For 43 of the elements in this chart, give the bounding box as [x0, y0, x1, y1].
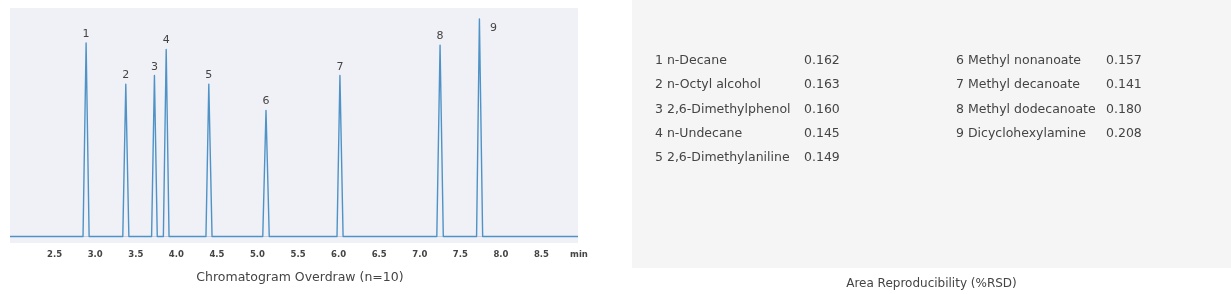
annotation: 5	[205, 68, 213, 82]
text: 0.149	[804, 149, 840, 165]
text: 8 Methyl dodecanoate	[956, 100, 1096, 116]
annotation: 2	[122, 68, 130, 82]
text: 4 n-Undecane	[655, 124, 743, 140]
x-tick-label: 6.5	[371, 249, 387, 259]
text: 0.157	[1106, 52, 1142, 67]
x-tick-label: 5.5	[290, 249, 306, 259]
x-tick-label: 6.0	[331, 249, 347, 259]
text: 1 n-Decane	[655, 52, 728, 67]
text: 7 Methyl decanoate	[956, 76, 1081, 92]
x-tick-label: 4.0	[168, 249, 184, 259]
x-tick-label: 5.0	[249, 249, 266, 259]
text: Area Reproducibility (%RSD)	[846, 276, 1017, 290]
x-tick-label: 7.0	[412, 249, 428, 259]
x-tick-label: 3.5	[128, 249, 144, 259]
annotation: 8	[436, 29, 444, 43]
text: 9 Dicyclohexylamine	[956, 124, 1087, 140]
x-axis-title: min	[570, 249, 588, 259]
annotation: 3	[150, 59, 158, 73]
annotation: 6	[262, 94, 270, 108]
text: 0.208	[1106, 124, 1142, 140]
text: 0.162	[804, 52, 840, 67]
text: 6 Methyl nonanoate	[956, 52, 1082, 67]
text: 0.180	[1106, 100, 1142, 116]
annotation: 1	[82, 26, 90, 40]
x-tick-label: 4.5	[209, 249, 225, 259]
x-tick-label: 8.5	[533, 249, 550, 259]
text: 2 n-Octyl alcohol	[655, 76, 761, 92]
text: 0.141	[1106, 76, 1142, 92]
text: 0.160	[804, 100, 840, 116]
annotation: 4	[162, 33, 170, 47]
annotation: 7	[336, 59, 344, 73]
x-tick-label: 7.5	[452, 249, 468, 259]
text: 5 2,6-Dimethylaniline	[655, 149, 790, 165]
text: 3 2,6-Dimethylphenol	[655, 100, 791, 116]
text: 0.145	[804, 124, 840, 140]
x-tick-label: 8.0	[493, 249, 509, 259]
x-tick-label: 3.0	[87, 249, 103, 259]
text: Chromatogram Overdraw (n=10)	[196, 269, 404, 284]
annotation: 9	[489, 21, 497, 34]
x-tick-label: 2.5	[47, 249, 63, 259]
text: 0.163	[804, 76, 840, 92]
